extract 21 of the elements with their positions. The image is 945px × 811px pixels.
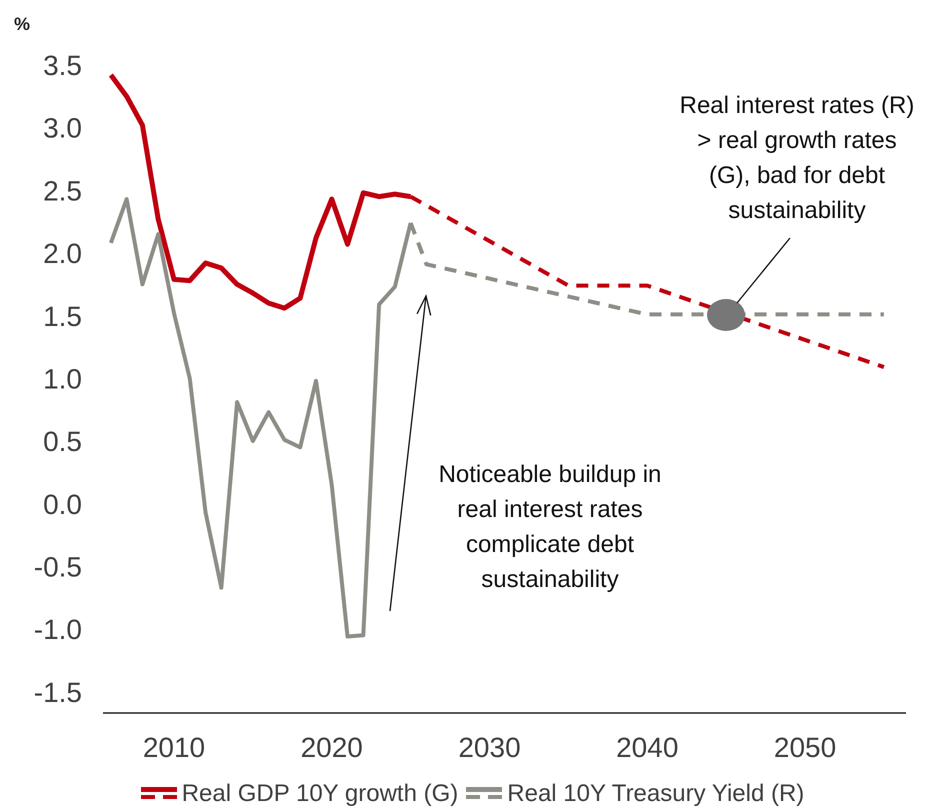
y-tick-label: -1.5 [34,676,82,708]
y-axis-title: % [14,14,30,34]
y-tick-label: 1.0 [43,363,82,394]
x-tick-label: 2040 [616,732,678,763]
x-tick-label: 2030 [458,732,521,763]
y-tick-label: 3.0 [43,112,82,144]
legend-label: Real 10Y Treasury Yield (R) [507,780,804,808]
annotation: Noticeable buildup in real interest rates complicate debt sustainability [438,461,662,593]
legend-label: Real GDP 10Y growth (G) [182,780,458,808]
y-tick-label: 3.5 [43,50,82,82]
x-tick-label: 2010 [142,732,206,763]
x-tick-label: 2020 [300,732,363,763]
y-tick-label: 1.5 [43,300,82,332]
x-tick-label: 2050 [774,732,836,763]
annotation: Real interest rates (R) > real growth rates (G), bad for debt sustainability [680,92,914,224]
y-tick-label: 0.0 [43,488,82,520]
y-tick-label: -1.0 [34,614,82,646]
y-tick-label: -0.5 [34,551,82,582]
y-tick-label: 2.0 [43,238,82,270]
y-tick-label: 2.5 [43,175,82,206]
y-tick-label: 0.5 [43,426,82,458]
